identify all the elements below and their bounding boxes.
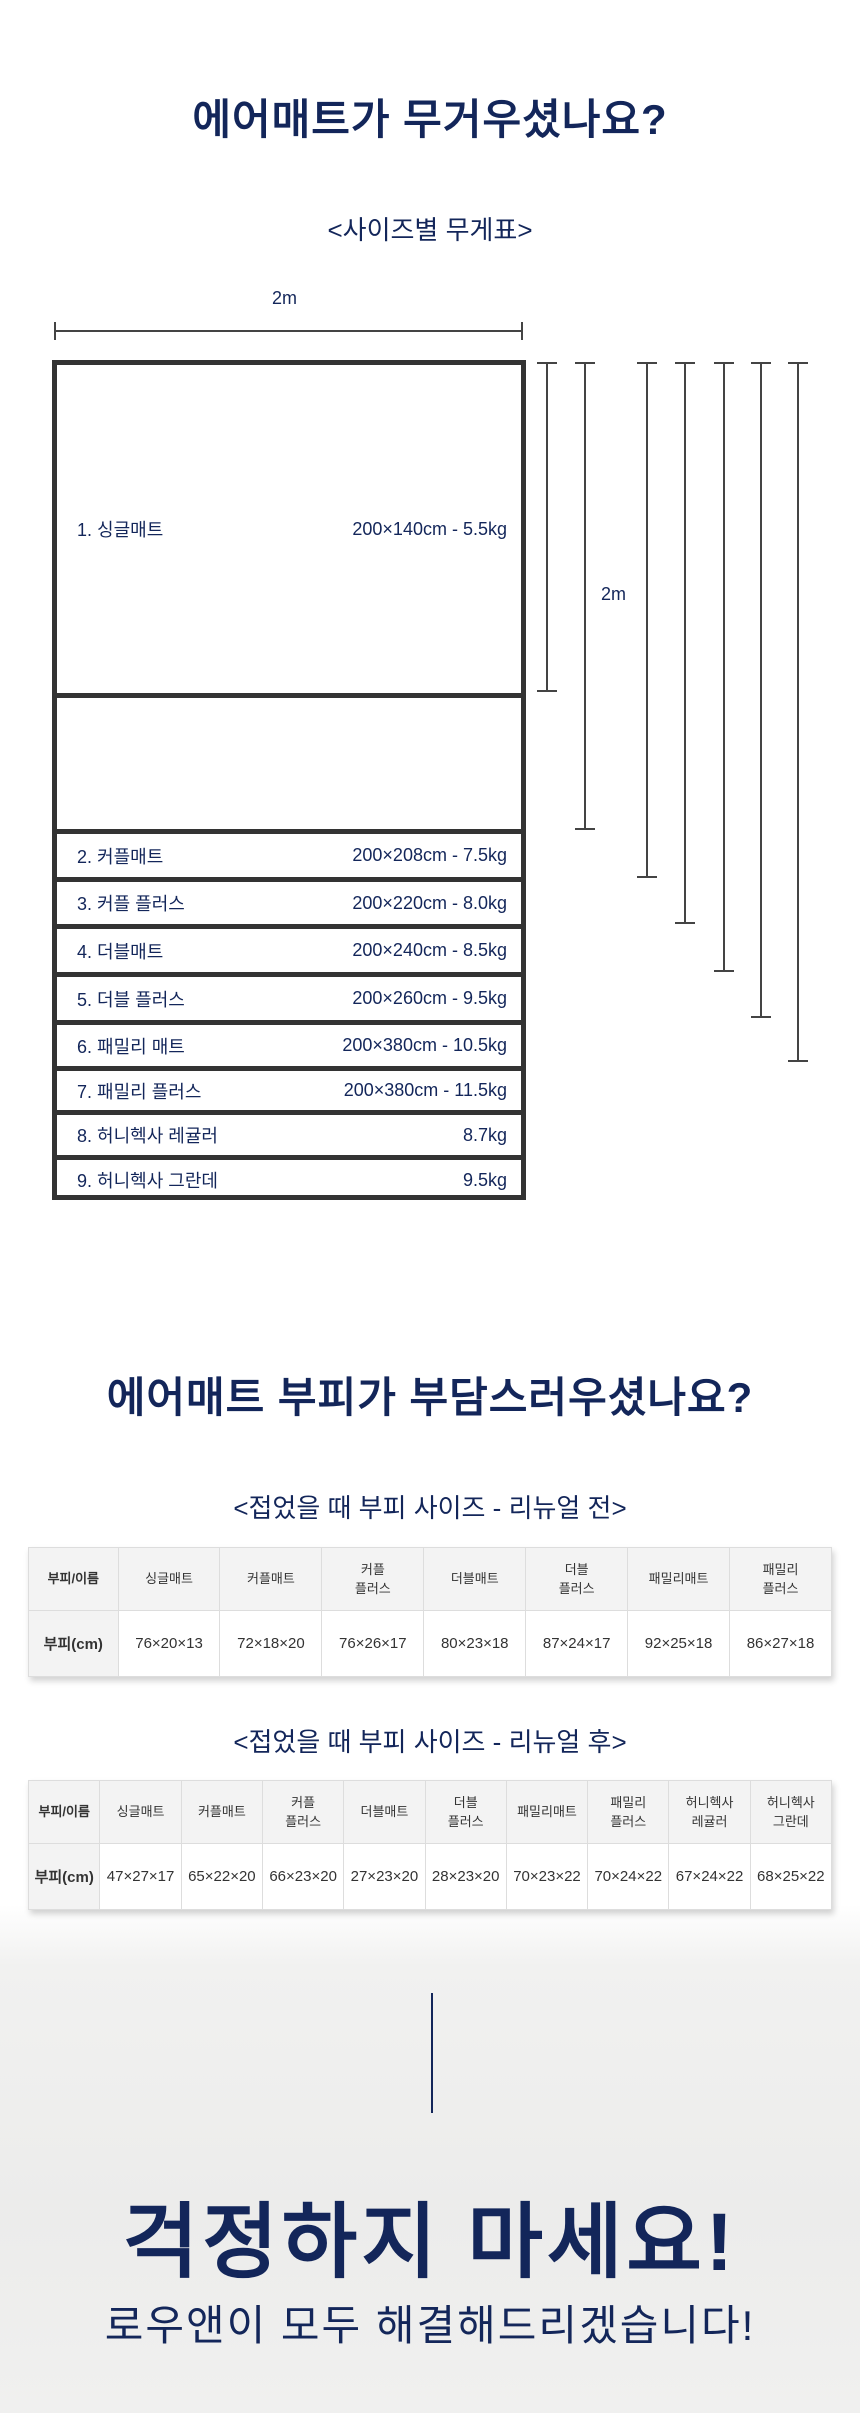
headline: 걱정하지 마세요! <box>122 2197 738 2288</box>
height-label: 2m <box>601 584 627 604</box>
mat-spec: 200×220cm - 8.0kg <box>352 892 507 913</box>
table-cell: 68×25×22 <box>749 1843 833 1910</box>
volume-table-after: 부피/이름 싱글매트 커플매트 커플 플러스 더블매트 더블 플러스 패밀리매트 패밀리 플러… <box>27 1780 833 1910</box>
mat-name: 1. 싱글매트 <box>77 520 164 540</box>
mat-name: 3. 커플 플러스 <box>77 894 185 914</box>
header-cell: 허니헥사 레귤러 <box>668 1780 751 1844</box>
table-cell: 67×24×22 <box>668 1843 751 1910</box>
mat-row: 5. 더블 플러스 200×260cm - 9.5kg <box>57 972 521 1020</box>
length-bar-couple <box>575 362 595 830</box>
mat-spec: 200×260cm - 9.5kg <box>352 988 507 1008</box>
header-cell: 부피/이름 <box>28 1547 119 1611</box>
mat-name: 8. 허니헥사 레귤러 <box>77 1126 218 1146</box>
mat-row-single: 1. 싱글매트 200×140cm - 5.5kg <box>57 365 521 693</box>
table-cell: 65×22×20 <box>180 1843 264 1910</box>
width-dimension-line <box>54 322 523 340</box>
header-cell: 패밀리 플러스 <box>587 1780 670 1844</box>
after-table-subtitle: <접었을 때 부피 사이즈 - 리뉴얼 후> <box>233 1727 627 1757</box>
table-cell: 76×20×13 <box>117 1610 221 1677</box>
width-label: 2m <box>272 288 298 308</box>
table-row: 부피(cm) 47×27×17 65×22×20 66×23×20 27×23×20 28… <box>27 1843 833 1910</box>
table-cell: 92×25×18 <box>627 1610 731 1677</box>
header-cell: 허니헥사 그란데 <box>749 1780 833 1844</box>
table-header-row: 부피/이름 싱글매트 커플매트 커플 플러스 더블매트 더블 플러스 패밀리매트 패밀리 플러… <box>27 1780 833 1844</box>
mat-spec: 8.7kg <box>462 1124 507 1145</box>
mat-name: 4. 더블매트 <box>77 941 164 962</box>
table-cell: 47×27×17 <box>99 1843 182 1910</box>
header-cell: 싱글매트 <box>99 1780 182 1844</box>
mat-spec: 200×140cm - 5.5kg <box>352 518 507 539</box>
table-cell: 72×18×20 <box>219 1610 323 1677</box>
header-cell: 커플 플러스 <box>321 1547 425 1611</box>
mat-row: 3. 커플 플러스 200×220cm - 8.0kg <box>57 877 521 924</box>
mat-spec: 200×208cm - 7.5kg <box>352 845 507 865</box>
volume-table-before: 부피/이름 싱글매트 커플매트 커플 플러스 더블매트 더블 플러스 패밀리매트 패밀리 플러… <box>28 1547 832 1677</box>
length-bar-family <box>751 362 771 1018</box>
table-cell: 27×23×20 <box>343 1843 426 1910</box>
header-cell: 더블 플러스 <box>424 1780 507 1844</box>
subline: 로우앤이 모두 해결해드리겠습니다! <box>104 2302 756 2349</box>
table-cell: 부피(cm) <box>27 1843 101 1910</box>
mat-row: 9. 허니헥사 그란데 9.5kg <box>57 1155 521 1200</box>
length-bar-single <box>537 362 557 692</box>
mat-name: 9. 허니헥사 그란데 <box>77 1171 218 1191</box>
length-bar-double-plus <box>714 362 734 972</box>
table-cell: 70×23×22 <box>505 1843 589 1910</box>
table-cell: 66×23×20 <box>261 1843 345 1910</box>
mat-row: 8. 허니헥사 레귤러 8.7kg <box>57 1110 521 1155</box>
header-cell: 패밀리매트 <box>505 1780 589 1844</box>
header-cell: 패밀리매트 <box>627 1547 731 1611</box>
header-cell: 커플 플러스 <box>261 1780 345 1844</box>
mat-name: 2. 커플매트 <box>77 846 164 867</box>
table-row: 부피(cm) 76×20×13 72×18×20 76×26×17 80×23×18 87… <box>28 1610 832 1677</box>
mat-spec: 9.5kg <box>462 1169 507 1190</box>
table-cell: 76×26×17 <box>321 1610 425 1677</box>
table-cell: 87×24×17 <box>525 1610 629 1677</box>
header-cell: 패밀리 플러스 <box>729 1547 832 1611</box>
header-cell: 커플매트 <box>219 1547 323 1611</box>
length-bar-couple-plus <box>637 362 657 878</box>
mat-spec: 200×240cm - 8.5kg <box>352 940 507 960</box>
mat-row: 4. 더블매트 200×240cm - 8.5kg <box>57 924 521 972</box>
weight-section-title: 에어매트가 무거우셨나요? <box>192 96 668 143</box>
table-cell: 28×23×20 <box>424 1843 507 1910</box>
header-cell: 더블매트 <box>423 1547 527 1611</box>
mat-name: 7. 패밀리 플러스 <box>77 1081 202 1102</box>
length-bar-family-plus <box>788 362 808 1062</box>
mat-size-diagram: 1. 싱글매트 200×140cm - 5.5kg 2. 커플매트 200×208c… <box>52 360 526 1200</box>
mat-spec: 200×380cm - 11.5kg <box>343 1080 507 1100</box>
table-cell: 부피(cm) <box>28 1610 119 1677</box>
divider-line <box>431 1993 433 2113</box>
table-cell: 86×27×18 <box>729 1610 832 1677</box>
mat-name: 5. 더블 플러스 <box>77 989 185 1010</box>
paper-texture-background <box>0 1905 860 2413</box>
header-cell: 커플매트 <box>180 1780 264 1844</box>
header-cell: 더블 플러스 <box>525 1547 629 1611</box>
weight-table-subtitle: <사이즈별 무게표> <box>327 215 533 245</box>
mat-spec: 200×380cm - 10.5kg <box>342 1035 507 1055</box>
volume-section-title: 에어매트 부피가 부담스러우셨나요? <box>106 1374 754 1421</box>
table-cell: 80×23×18 <box>423 1610 527 1677</box>
mat-extension-area <box>57 693 521 831</box>
before-table-subtitle: <접었을 때 부피 사이즈 - 리뉴얼 전> <box>233 1493 627 1523</box>
table-header-row: 부피/이름 싱글매트 커플매트 커플 플러스 더블매트 더블 플러스 패밀리매트 패밀리 플러… <box>28 1547 832 1611</box>
header-cell: 더블매트 <box>343 1780 426 1844</box>
table-cell: 70×24×22 <box>587 1843 670 1910</box>
length-bar-double <box>675 362 695 924</box>
mat-row: 7. 패밀리 플러스 200×380cm - 11.5kg <box>57 1066 521 1110</box>
mat-row: 6. 패밀리 매트 200×380cm - 10.5kg <box>57 1020 521 1066</box>
header-cell: 부피/이름 <box>27 1780 101 1844</box>
mat-row: 2. 커플매트 200×208cm - 7.5kg <box>57 829 521 877</box>
header-cell: 싱글매트 <box>117 1547 221 1611</box>
mat-name: 6. 패밀리 매트 <box>77 1036 185 1057</box>
